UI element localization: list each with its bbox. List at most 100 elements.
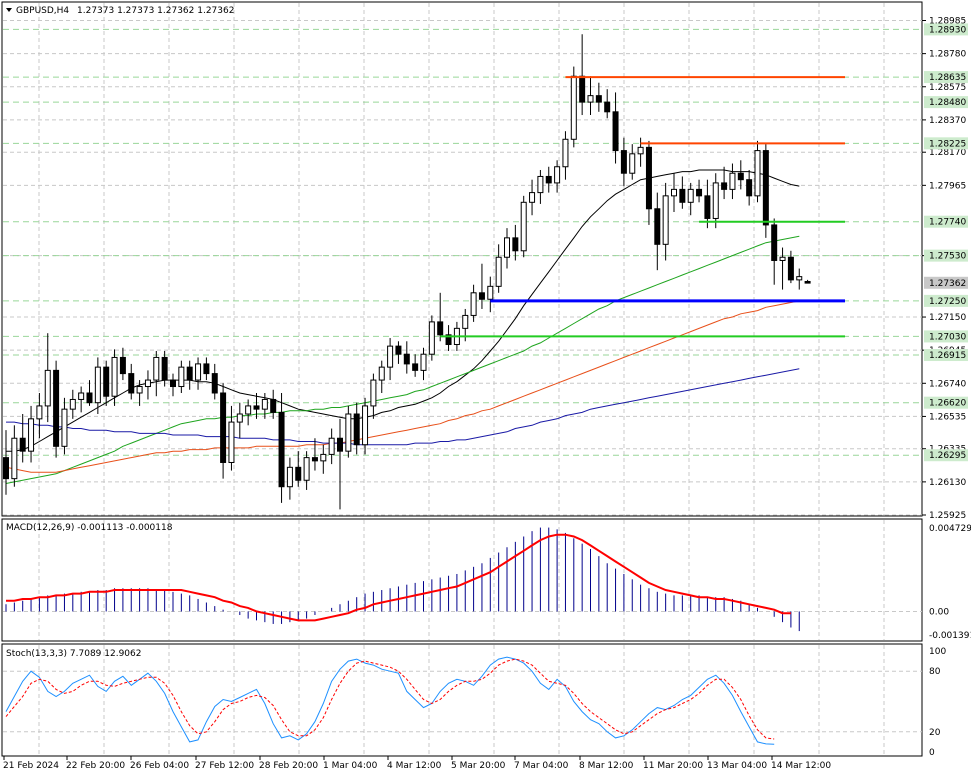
candle-body-bear xyxy=(161,356,168,381)
candle-body-bear xyxy=(771,224,778,261)
candle-body-bear xyxy=(311,457,318,462)
price-tick-label: 1.28370 xyxy=(929,116,966,126)
candle xyxy=(587,76,594,116)
dropdown-triangle-icon[interactable] xyxy=(6,8,12,12)
time-tick-label: 13 Mar 04:00 xyxy=(707,761,767,771)
candle xyxy=(186,360,193,390)
candle-body-bull xyxy=(420,353,427,371)
candle-body-bull xyxy=(796,276,803,281)
level-price-label: 1.27740 xyxy=(929,218,966,228)
macd-signal-line xyxy=(6,533,791,622)
level-price-tag xyxy=(924,23,968,36)
candle-body-bear xyxy=(804,280,811,284)
time-tick-label: 7 Mar 04:00 xyxy=(514,761,569,771)
time-axis: 21 Feb 2024 22 Feb 20:00 26 Feb 04:00 27 Fe… xyxy=(3,756,831,771)
candle-body-bull xyxy=(562,138,569,168)
candle xyxy=(545,166,552,193)
candle-body-bear xyxy=(612,111,619,152)
current-price-label: 1.27362 xyxy=(929,279,966,289)
candle xyxy=(195,357,202,390)
candle-body-bear xyxy=(119,356,126,375)
candle xyxy=(86,380,93,406)
macd-tick-label: 0.00 xyxy=(929,607,949,617)
candle xyxy=(136,380,143,406)
time-tick-label: 27 Feb 12:00 xyxy=(195,761,254,771)
candle-body-bull xyxy=(779,256,786,261)
stoch-tick-label: 100 xyxy=(929,647,946,657)
candle-body-bull xyxy=(687,188,694,203)
candle-body-bear xyxy=(737,172,744,181)
candle xyxy=(779,247,786,290)
candle-body-bear xyxy=(186,366,193,381)
stoch-panel-frame xyxy=(1,643,923,757)
moving-average-lines xyxy=(5,169,800,484)
time-tick-label: 14 Mar 12:00 xyxy=(771,761,831,771)
stoch-main-line xyxy=(5,656,775,745)
candle-body-bull xyxy=(554,166,561,184)
candle-body-bear xyxy=(170,379,176,388)
candle-body-bull xyxy=(462,314,469,329)
stoch-header: Stoch(13,3,3) 7.7089 12.9062 xyxy=(6,649,141,659)
level-price-tag xyxy=(924,137,968,150)
price-tick-label: 1.27965 xyxy=(929,181,966,191)
time-tick-label: 8 Mar 12:00 xyxy=(579,761,634,771)
candle-body-bear xyxy=(295,466,302,481)
candle-body-bear xyxy=(437,321,444,336)
candle-body-bear xyxy=(337,437,343,452)
candle xyxy=(170,373,176,397)
candle-body-bear xyxy=(679,188,686,203)
candle-body-bull xyxy=(504,237,510,258)
candle xyxy=(261,392,268,419)
level-price-label: 1.28225 xyxy=(929,139,966,149)
candle-body-bull xyxy=(11,437,18,480)
candle xyxy=(796,268,803,290)
stoch-axis: 100 80 20 0 xyxy=(929,647,946,758)
main-price-axis: 1.28985 1.28780 1.28575 1.28370 1.28170 1.279… xyxy=(922,17,968,521)
candle-body-bull xyxy=(537,175,544,194)
candle xyxy=(687,182,694,216)
candle xyxy=(119,347,126,381)
candle-body-bear xyxy=(545,175,552,184)
candle xyxy=(387,338,394,381)
candle xyxy=(353,402,360,455)
candle xyxy=(161,350,168,387)
candle-body-bear xyxy=(787,256,794,281)
candle xyxy=(328,428,335,465)
candle xyxy=(746,169,753,206)
candle xyxy=(78,386,85,413)
candle xyxy=(11,425,18,487)
candle-body-bull xyxy=(178,366,185,388)
price-tick-label: 1.28575 xyxy=(929,83,966,93)
candle xyxy=(211,363,218,400)
candle xyxy=(504,228,510,269)
level-price-tag xyxy=(924,396,968,409)
candle xyxy=(403,341,410,374)
candle-body-bear xyxy=(620,150,627,174)
candle-body-bear xyxy=(270,398,277,413)
candle-body-bear xyxy=(445,334,452,346)
level-price-tag xyxy=(924,349,968,362)
candle-body-bear xyxy=(512,237,519,252)
candle xyxy=(53,360,60,458)
candle xyxy=(44,333,51,423)
candle xyxy=(712,173,719,229)
candle-body-bull xyxy=(261,398,268,410)
candle xyxy=(771,218,778,285)
price-tick-label: 1.26740 xyxy=(929,379,966,389)
candle-body-bull xyxy=(470,292,477,316)
candle xyxy=(203,357,210,381)
candle-body-bear xyxy=(3,457,9,480)
candle-body-bull xyxy=(144,379,151,388)
candle xyxy=(278,392,285,503)
candle-body-bear xyxy=(128,373,135,394)
candle xyxy=(696,179,703,203)
ohlc-values: 1.27373 1.27373 1.27362 1.27362 xyxy=(77,6,234,16)
candle-body-bull xyxy=(587,95,594,103)
candle-body-bull xyxy=(61,408,68,447)
candle xyxy=(144,370,151,400)
candle xyxy=(487,276,494,313)
candle xyxy=(437,292,444,342)
macd-signal-polyline xyxy=(6,533,791,622)
level-price-label: 1.26295 xyxy=(929,451,966,461)
